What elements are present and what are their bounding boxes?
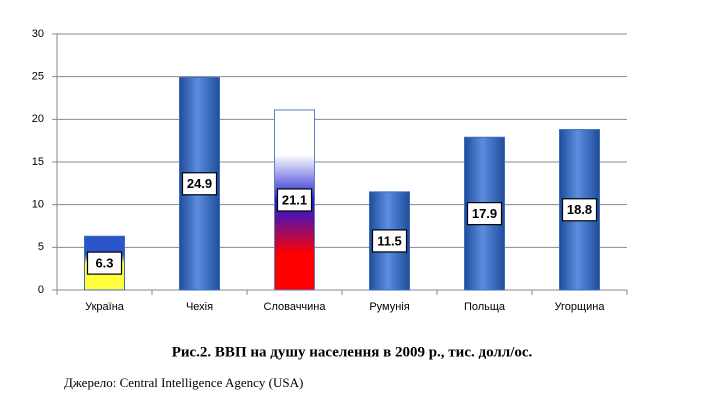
y-tick-label: 0 (38, 284, 44, 296)
data-label: 17.9 (472, 206, 497, 221)
y-tick-label: 5 (38, 241, 44, 253)
caption: Рис.2. ВВП на душу населення в 2009 р., … (172, 344, 533, 360)
source: Джерело: Central Intelligence Agency (US… (64, 375, 303, 390)
data-label-box (86, 251, 123, 275)
data-label: 6.3 (95, 256, 113, 271)
x-tick-label: Україна (85, 301, 125, 313)
y-tick-label: 20 (32, 113, 44, 125)
data-label-box (371, 229, 408, 253)
data-label: 24.9 (187, 176, 212, 191)
y-tick-label: 30 (32, 28, 44, 40)
data-label-box (561, 198, 598, 222)
data-label-box (276, 188, 313, 212)
x-tick-label: Румунія (369, 301, 409, 313)
x-tick-label: Угорщина (555, 301, 606, 313)
x-tick-label: Польща (464, 301, 506, 313)
y-tick-label: 15 (32, 156, 44, 168)
y-tick-label: 10 (32, 199, 44, 211)
data-label-box (466, 202, 503, 226)
x-tick-label: Чехія (186, 301, 213, 313)
data-label: 18.8 (567, 202, 592, 217)
data-label: 11.5 (377, 233, 402, 248)
data-label-box (181, 172, 218, 196)
x-tick-label: Словаччина (264, 301, 327, 313)
y-tick-label: 25 (32, 71, 44, 83)
data-label: 21.1 (282, 192, 307, 207)
